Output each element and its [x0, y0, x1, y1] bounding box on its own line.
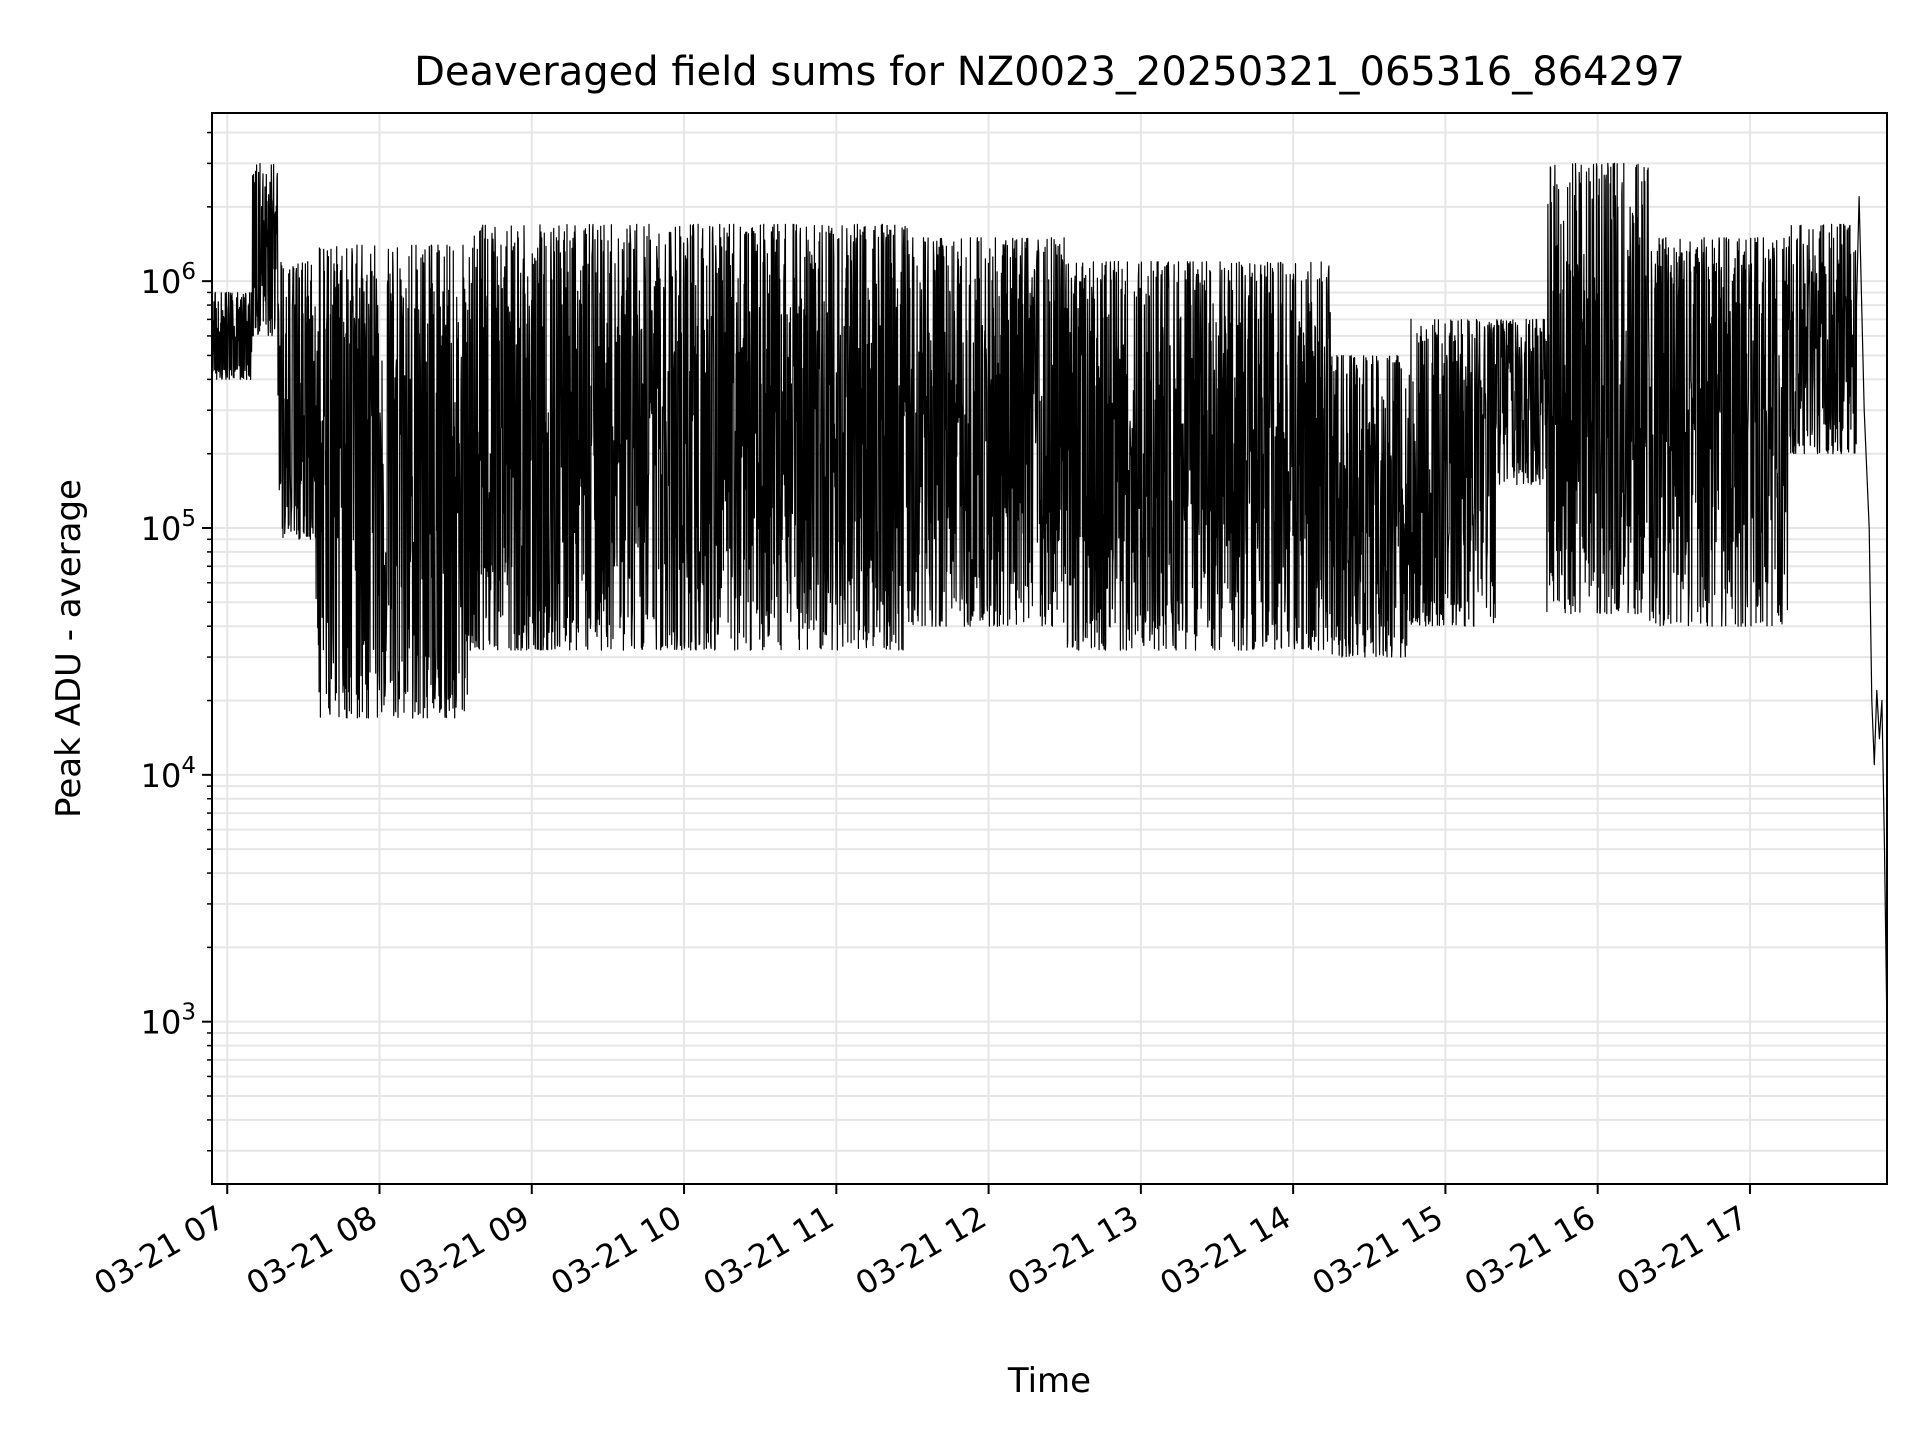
x-tick-label: 03-21 11 [697, 1198, 841, 1303]
x-tick-label: 03-21 13 [1001, 1198, 1145, 1303]
x-tick-label: 03-21 17 [1610, 1198, 1754, 1303]
y-tick-label: 105 [141, 506, 196, 548]
series-path [211, 162, 1888, 1034]
series-line [211, 162, 1888, 1034]
y-tick-exponent: 4 [181, 753, 196, 779]
y-tick-label: 103 [141, 1000, 196, 1042]
chart-title: Deaveraged field sums for NZ0023_2025032… [414, 49, 1685, 95]
x-axis: 03-21 07 03-21 08 03-21 09 03-21 10 03-21 11… [88, 1184, 1754, 1303]
x-tick-label: 03-21 07 [88, 1198, 232, 1303]
x-tick-label: 03-21 08 [240, 1198, 384, 1303]
x-tick-label: 03-21 14 [1154, 1198, 1298, 1303]
y-axis-label: Peak ADU - average [49, 479, 89, 818]
x-tick-label: 03-21 12 [849, 1198, 993, 1303]
x-tick-label: 03-21 16 [1458, 1198, 1602, 1303]
y-tick-label: 106 [141, 259, 196, 301]
y-tick-label: 104 [141, 753, 196, 795]
y-tick-exponent: 6 [181, 259, 196, 285]
y-tick-exponent: 5 [181, 506, 196, 532]
y-axis: 103 104 105 106 [141, 131, 212, 1152]
x-tick-label: 03-21 15 [1306, 1198, 1450, 1303]
plot-frame [211, 112, 1888, 1185]
x-axis-label: Time [1007, 1361, 1091, 1401]
x-tick-label: 03-21 10 [544, 1198, 688, 1303]
y-tick-exponent: 3 [181, 1000, 196, 1026]
x-tick-label: 03-21 09 [392, 1198, 536, 1303]
